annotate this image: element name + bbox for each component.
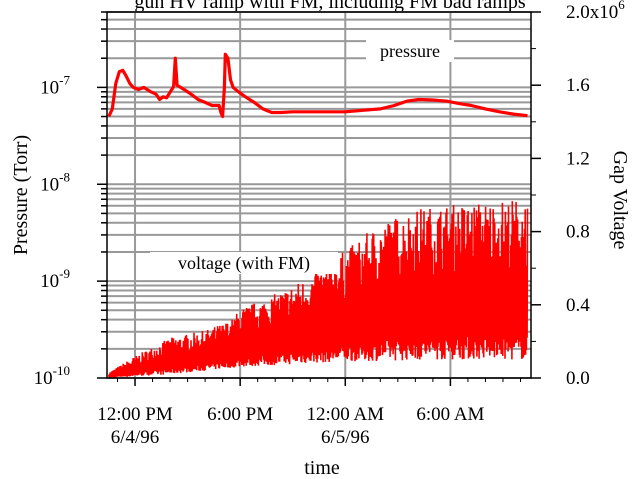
axes: 10-10 10-9 10-8 10-7 0.0 0.4 0.8 1.2 1.6 2.0x106 1… <box>34 0 626 448</box>
y-left-tick-label: 10-7 <box>40 72 70 98</box>
pressure-series-line <box>107 52 528 119</box>
y-left-tick-label: 10-8 <box>40 169 70 195</box>
x-tick-label: 12:00 AM <box>306 404 384 425</box>
y-right-tick-label: 1.2 <box>566 148 590 169</box>
x-tick-label: 6:00 PM <box>207 404 273 425</box>
x-tick-label: 6:00 AM <box>416 404 484 425</box>
y-right-axis-title: Gap Voltage <box>609 151 631 250</box>
y-right-tick-label: 2.0x106 <box>566 0 625 23</box>
chart-title: gun HV ramp with FM, including FM bad ra… <box>134 0 526 13</box>
voltage-series-line <box>108 201 529 378</box>
y-left-tick-label: 10-9 <box>40 266 70 292</box>
series-layer <box>107 52 529 378</box>
voltage-annotation-box <box>150 252 338 274</box>
x-axis-title: time <box>304 457 340 479</box>
y-right-tick-label: 0.4 <box>566 295 590 316</box>
x-tick-sublabel: 6/5/96 <box>321 427 370 448</box>
x-tick-label: 12:00 PM <box>97 404 173 425</box>
x-tick-sublabel: 6/4/96 <box>111 427 160 448</box>
y-left-tick-label: 10-10 <box>34 363 70 389</box>
y-left-axis-title: Pressure (Torr) <box>10 135 32 255</box>
y-right-tick-label: 0.0 <box>566 368 590 389</box>
y-right-tick-label: 1.6 <box>566 75 590 96</box>
voltage-annotation: voltage (with FM) <box>178 253 310 274</box>
pressure-annotation: pressure <box>380 41 440 61</box>
pressure-annotation-box <box>366 40 454 62</box>
y-right-tick-label: 0.8 <box>566 222 590 243</box>
